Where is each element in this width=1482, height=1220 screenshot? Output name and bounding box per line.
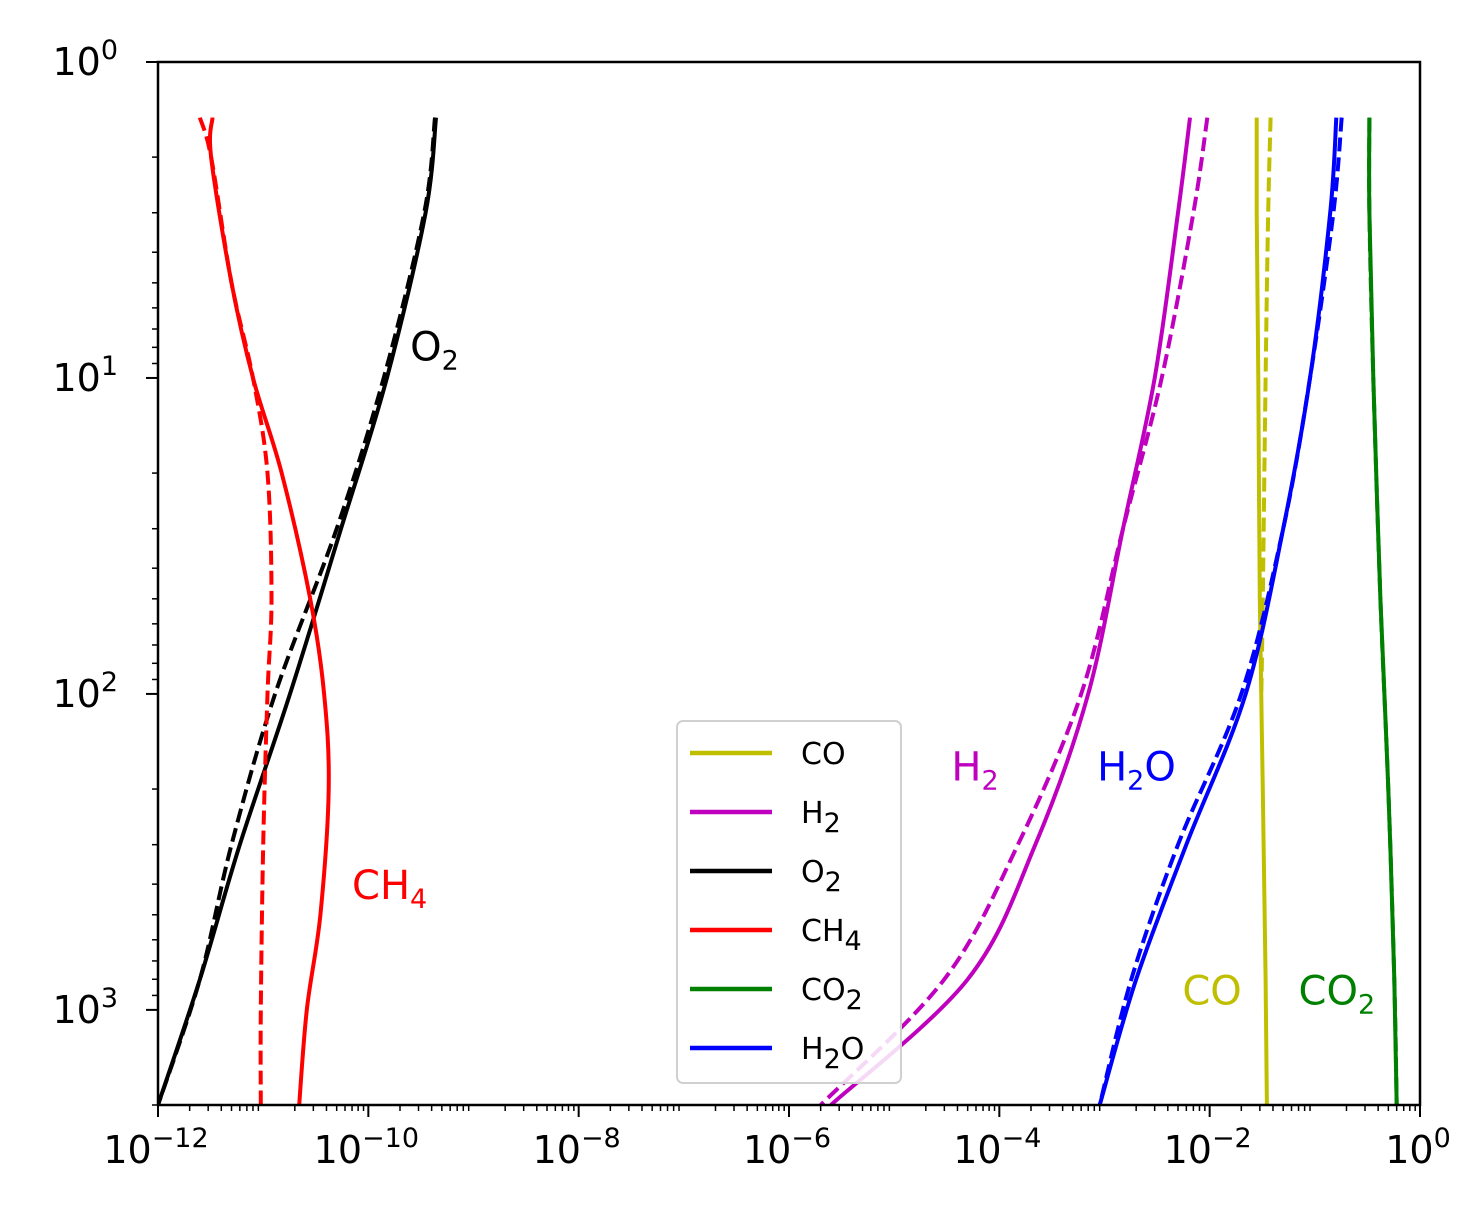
annotation-ch4: CH4	[352, 863, 427, 915]
y-tick-label: 103	[52, 983, 118, 1032]
x-tick-label: 10−12	[103, 1123, 208, 1172]
x-tick-label: 10−6	[743, 1123, 831, 1172]
series-h2o-dashed-line	[1097, 117, 1344, 1105]
legend-label: CO	[801, 737, 846, 772]
axes: 10−12 10−10 10−8 10−6 10−4 10−2 100 100 101 102 10…	[52, 35, 1450, 1172]
y-tick-label: 100	[52, 35, 118, 84]
legend-label: H2	[801, 796, 841, 839]
x-tick-label: 10−8	[533, 1123, 621, 1172]
annotation-h2: H2	[951, 745, 998, 797]
annotation-co2: CO2	[1299, 968, 1376, 1020]
legend-box	[676, 720, 902, 1084]
y-tick-label: 101	[52, 351, 118, 400]
legend-label: CH4	[801, 914, 862, 957]
x-tick-label: 10−2	[1164, 1123, 1252, 1172]
series-o2-dashed-line	[158, 117, 437, 1105]
plot-lines	[158, 117, 1399, 1105]
x-tick-label: 100	[1385, 1123, 1451, 1172]
series-co2-dashed-line	[1367, 117, 1399, 1105]
annotation-h2o: H2O	[1097, 745, 1176, 797]
series-co-solid-line	[1254, 117, 1269, 1105]
annotation-o2: O2	[410, 324, 459, 376]
legend-label: O2	[801, 855, 842, 898]
series-ch4-dashed-line	[197, 117, 274, 1105]
x-tick-label: 10−10	[314, 1123, 419, 1172]
legend: CO H2 O2 CH4 CO2 H2O	[676, 720, 902, 1084]
annotations: O2 CH4 H2 H2O CO CO2	[352, 324, 1375, 1020]
legend-label: CO2	[801, 973, 863, 1016]
legend-label: H2O	[801, 1032, 864, 1075]
y-tick-label: 102	[52, 667, 118, 716]
series-h2o-solid-line	[1097, 117, 1339, 1105]
series-h2-dashed-line	[819, 117, 1210, 1105]
series-h2-solid-line	[829, 117, 1192, 1105]
x-tick-label: 10−4	[953, 1123, 1041, 1172]
annotation-co: CO	[1182, 968, 1241, 1014]
